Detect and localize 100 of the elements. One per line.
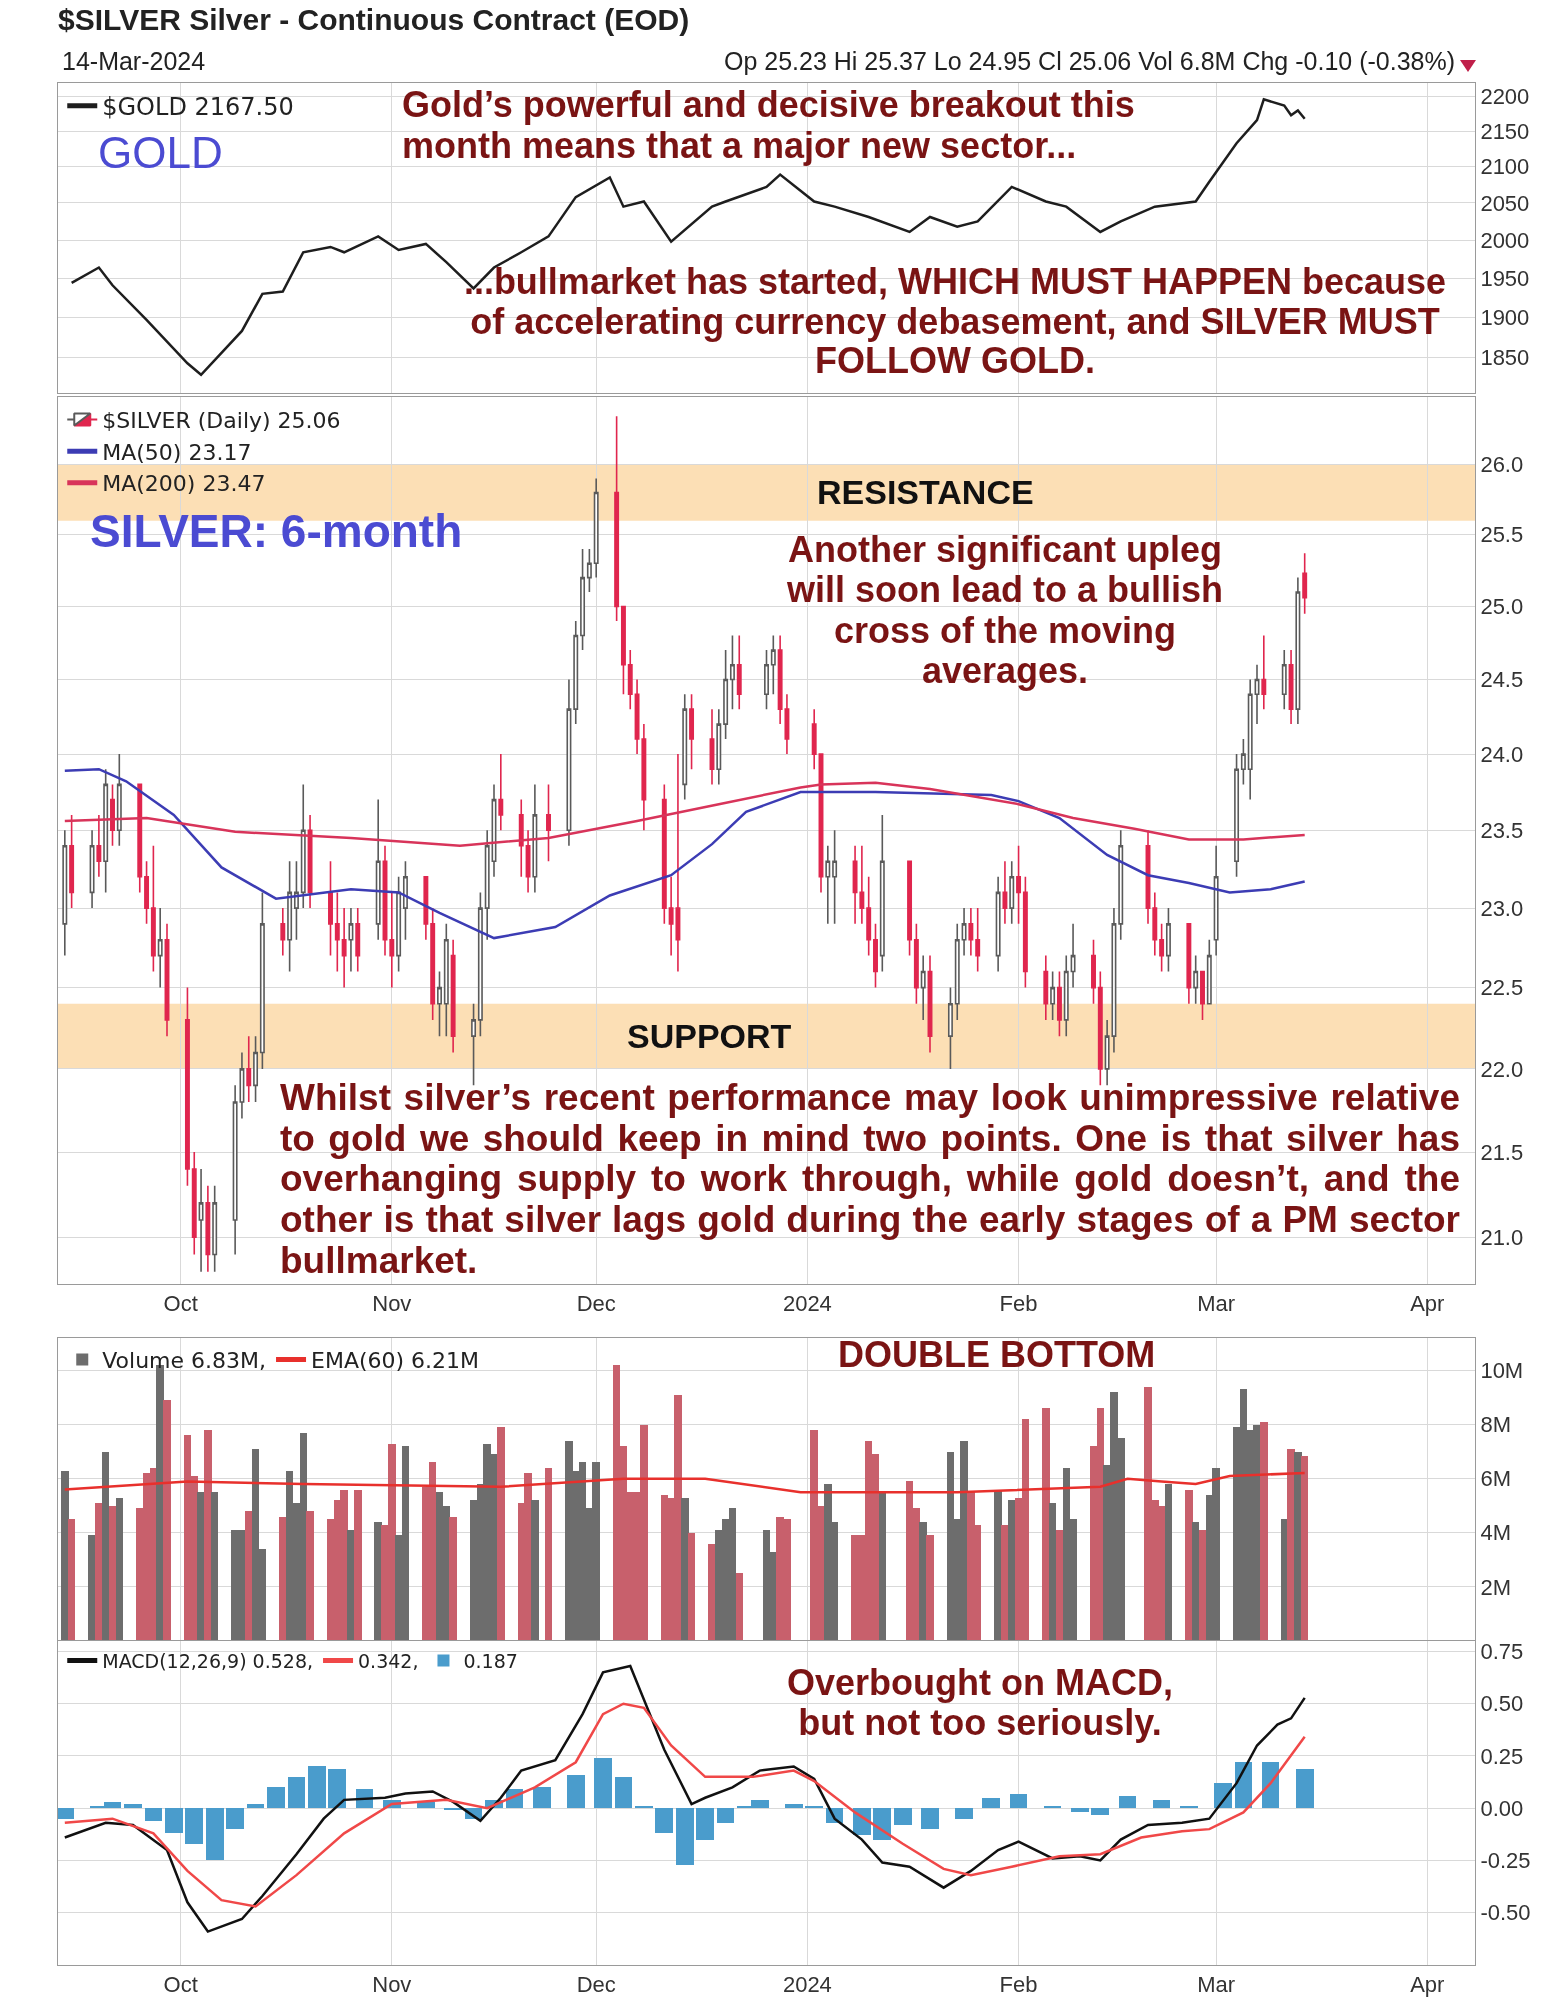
- bar: [1071, 1808, 1089, 1813]
- bar: [926, 1535, 934, 1641]
- candlestick: [355, 907, 361, 973]
- bar: [594, 1758, 612, 1809]
- candlestick: [913, 923, 919, 1005]
- candlestick: [1152, 891, 1158, 957]
- bar: [185, 1808, 204, 1844]
- y-tick-label: 22.5: [1480, 975, 1524, 1001]
- candlestick: [1050, 970, 1056, 1021]
- candlestick: [1234, 753, 1240, 878]
- text: Op 25.23 Hi 25.37 Lo 24.95 Cl 25.06 Vol 6.8M Chg -0.10 (-0.38%): [723, 46, 1455, 77]
- legend-label: Volume 6.83M,: [102, 1347, 267, 1373]
- y-tick-label: 6M: [1480, 1466, 1511, 1492]
- bar: [95, 1503, 103, 1641]
- x-tick-label: Nov: [372, 1972, 412, 1998]
- candlestick: [477, 891, 483, 1037]
- candlestick: [1159, 923, 1165, 973]
- candlestick: [518, 798, 524, 878]
- candlestick: [293, 860, 299, 941]
- legend-label: MA(50) 23.17: [102, 439, 252, 465]
- x-tick-label: Dec: [576, 1291, 616, 1317]
- bar: [784, 1804, 803, 1809]
- annotation: GOLD: [98, 127, 223, 179]
- candlestick: [1193, 954, 1199, 1005]
- bar: [708, 1543, 716, 1641]
- bar: [1295, 1769, 1314, 1809]
- bar: [1185, 1489, 1193, 1641]
- candlestick: [1043, 954, 1049, 1021]
- y-tick-label: 2M: [1480, 1574, 1511, 1600]
- candlestick: [1213, 844, 1219, 957]
- legend-label: $SILVER (Daily) 25.06: [102, 408, 341, 434]
- candlestick: [1281, 649, 1287, 710]
- candlestick: [709, 708, 715, 786]
- bar: [1091, 1808, 1110, 1815]
- bar: [449, 1516, 457, 1641]
- bar: [1152, 1799, 1171, 1809]
- candlestick: [103, 768, 109, 894]
- bar: [681, 1497, 689, 1641]
- candlestick: [205, 1185, 211, 1273]
- bar: [163, 1400, 171, 1641]
- candlestick: [532, 783, 538, 894]
- y-tick-label: 25.0: [1480, 594, 1524, 620]
- bar: [287, 1776, 306, 1809]
- x-tick-label: 2024: [782, 1972, 832, 1998]
- bar: [1287, 1448, 1295, 1641]
- bar: [1198, 1530, 1207, 1641]
- bar: [919, 1521, 927, 1641]
- y-tick-label: 24.0: [1480, 741, 1524, 767]
- candlestick: [144, 860, 150, 925]
- x-tick-label: Apr: [1410, 1291, 1445, 1317]
- x-tick-label: Nov: [372, 1291, 412, 1317]
- x-tick-label: Feb: [999, 1972, 1038, 1998]
- x-tick-label: Dec: [576, 1972, 616, 1998]
- bar: [805, 1806, 824, 1809]
- candlestick: [907, 860, 913, 957]
- candlestick: [396, 875, 402, 973]
- bar: [444, 1808, 462, 1811]
- bar: [1048, 1503, 1057, 1641]
- bar: [1191, 1521, 1200, 1641]
- bar: [246, 1804, 265, 1809]
- candlestick: [212, 1185, 218, 1273]
- candlestick: [736, 634, 742, 710]
- candlestick: [1295, 576, 1301, 725]
- x-tick-label: Apr: [1410, 1972, 1445, 1998]
- bar: [544, 1467, 553, 1641]
- bar: [1042, 1408, 1050, 1641]
- bar: [354, 1489, 362, 1641]
- candlestick: [150, 844, 156, 973]
- bar: [687, 1532, 696, 1641]
- x-tick-label: Feb: [999, 1291, 1038, 1317]
- legend-label: $GOLD 2167.50: [102, 93, 294, 122]
- candlestick: [995, 875, 1001, 973]
- y-tick-label: 4M: [1480, 1520, 1511, 1546]
- candlestick: [184, 986, 190, 1187]
- annotation: SILVER: 6-month: [90, 504, 463, 559]
- candlestick: [116, 753, 122, 847]
- bar: [1294, 1451, 1302, 1641]
- y-tick-label: 25.5: [1480, 522, 1524, 548]
- bar: [279, 1516, 287, 1641]
- candlestick: [811, 708, 817, 771]
- bar: [675, 1808, 694, 1865]
- y-tick-label: 22.0: [1480, 1056, 1524, 1082]
- bar: [347, 1530, 355, 1641]
- bar: [204, 1429, 212, 1641]
- candlestick: [832, 829, 838, 925]
- x-tick-label: Oct: [163, 1291, 198, 1317]
- y-tick-label: 23.5: [1480, 817, 1524, 843]
- candlestick: [341, 907, 347, 989]
- bar: [205, 1808, 224, 1861]
- candlestick: [484, 829, 490, 941]
- candlestick: [627, 649, 633, 710]
- candlestick: [661, 783, 667, 925]
- candlestick: [450, 938, 456, 1054]
- candlestick: [1063, 954, 1069, 1037]
- bar: [921, 1808, 939, 1830]
- y-tick-label: 0.50: [1480, 1691, 1524, 1717]
- y-tick-label: -0.25: [1480, 1848, 1531, 1874]
- bar: [994, 1489, 1002, 1641]
- candlestick: [1288, 649, 1294, 725]
- candlestick: [1254, 663, 1260, 725]
